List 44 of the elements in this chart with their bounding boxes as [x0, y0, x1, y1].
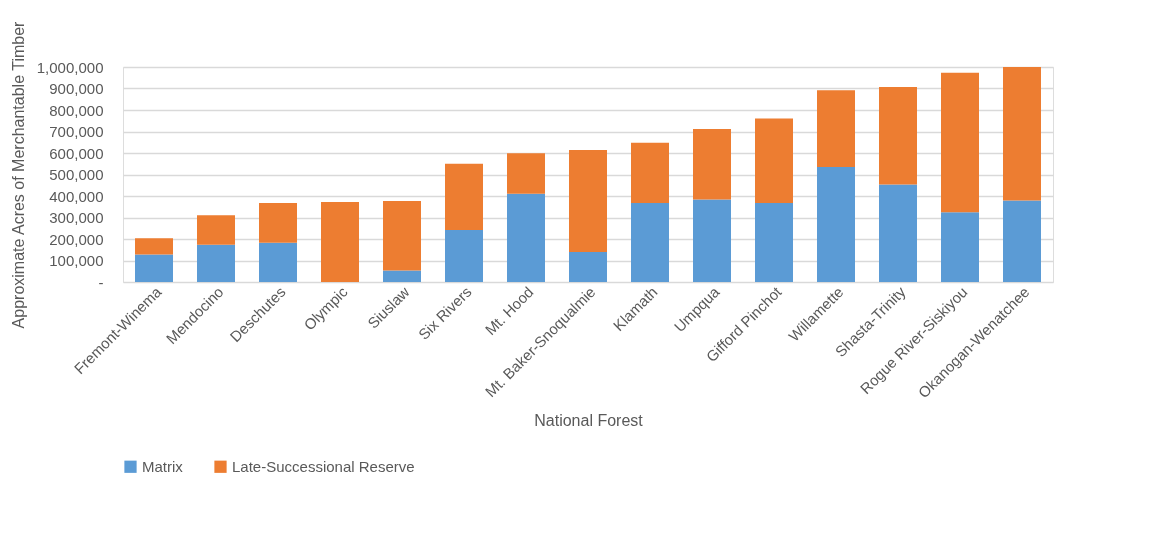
y-tick-label: 100,000	[49, 252, 104, 269]
bar	[197, 215, 235, 245]
bar	[569, 251, 607, 282]
bar	[197, 244, 235, 282]
legend-label: Matrix	[142, 457, 184, 475]
bar	[879, 86, 917, 185]
bar	[817, 90, 855, 167]
bar	[135, 238, 173, 255]
bar	[631, 203, 669, 282]
bar	[507, 153, 545, 194]
bar	[693, 199, 731, 282]
bar	[817, 166, 855, 282]
bar	[693, 128, 731, 200]
bar	[259, 203, 297, 243]
bar	[1003, 67, 1041, 201]
y-tick-label: 1,000,000	[36, 58, 104, 76]
y-tick-label: 600,000	[49, 144, 104, 162]
bar	[1003, 200, 1041, 282]
legend-label: Late-Successional Reserve	[232, 457, 415, 475]
y-tick-label: 800,000	[49, 101, 104, 119]
bar	[445, 229, 483, 282]
y-tick-label: -	[98, 273, 104, 291]
bar	[631, 142, 669, 204]
y-tick-label: 900,000	[49, 80, 104, 97]
bar	[507, 193, 545, 282]
bar	[135, 254, 173, 282]
bar	[879, 184, 917, 282]
bar	[259, 242, 297, 282]
bar	[755, 118, 793, 204]
y-tick-label: 200,000	[49, 230, 104, 248]
bar	[941, 212, 979, 282]
x-axis-title: National Forest	[534, 412, 644, 430]
bar	[755, 203, 793, 282]
y-tick-label: 300,000	[49, 209, 104, 226]
bar	[569, 149, 607, 252]
y-tick-label: 400,000	[49, 187, 104, 205]
bar	[383, 200, 421, 271]
bar	[383, 270, 421, 282]
bar	[445, 163, 483, 230]
y-tick-label: 500,000	[49, 166, 104, 183]
bar	[941, 72, 979, 213]
y-tick-label: 700,000	[49, 123, 104, 140]
bar	[321, 202, 359, 282]
y-axis-title: Approximate Acres of Merchantable Timber	[9, 20, 27, 329]
